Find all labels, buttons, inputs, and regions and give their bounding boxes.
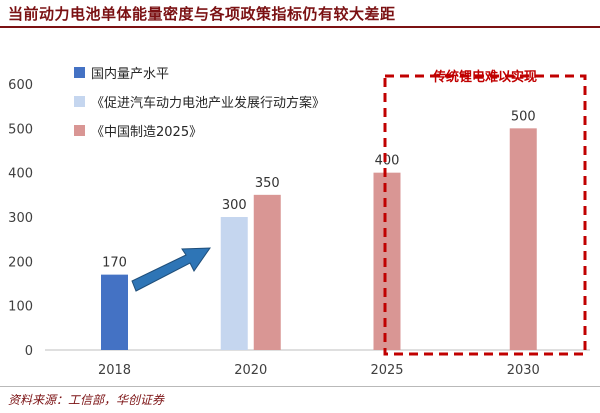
bar-2018-0 <box>101 274 128 350</box>
source-note: 资料来源：工信部，华创证券 <box>8 393 165 407</box>
x-tick-label-2018: 2018 <box>98 363 131 378</box>
y-tick-label: 200 <box>8 255 33 270</box>
legend: 国内量产水平《促进汽车动力电池产业发展行动方案》《中国制造2025》 <box>74 66 325 140</box>
x-tick-label-2025: 2025 <box>370 363 403 378</box>
data-label-2025-2: 400 <box>375 154 400 169</box>
x-tick-label-2030: 2030 <box>507 363 540 378</box>
x-tick-label-2020: 2020 <box>234 363 267 378</box>
highlight-box <box>383 74 587 356</box>
y-tick-label: 600 <box>8 78 33 93</box>
chart-title: 当前动力电池单体能量密度与各项政策指标仍有较大差距 <box>8 5 396 23</box>
bars <box>101 128 537 350</box>
y-axis: 0 100 200 300 400 500 600 <box>8 78 590 359</box>
legend-swatch-1 <box>74 96 85 107</box>
growth-arrow <box>131 247 211 292</box>
legend-label-1: 《促进汽车动力电池产业发展行动方案》 <box>91 95 325 111</box>
legend-swatch-0 <box>74 67 85 78</box>
title-divider <box>0 26 600 28</box>
data-label-2030-2: 500 <box>511 109 536 124</box>
data-label-2020-2: 350 <box>255 176 280 191</box>
x-axis: 2018 2020 2025 2030 <box>98 363 540 378</box>
bar-2020-2 <box>253 194 281 350</box>
data-label-2020-1: 300 <box>222 198 247 213</box>
y-tick-label: 300 <box>8 211 33 226</box>
source-divider <box>0 386 600 387</box>
y-tick-label: 400 <box>8 167 33 182</box>
y-tick-label: 100 <box>8 300 33 315</box>
legend-swatch-2 <box>74 125 85 136</box>
annotation-text: 传统锂电难以实现 <box>432 69 537 85</box>
bar-2020-1 <box>220 217 248 350</box>
data-labels: 170 300 350 400 500 <box>102 109 536 270</box>
bar-2025-2 <box>373 172 401 350</box>
legend-label-0: 国内量产水平 <box>91 66 169 82</box>
y-tick-label: 0 <box>25 344 33 359</box>
y-tick-label: 500 <box>8 122 33 137</box>
legend-label-2: 《中国制造2025》 <box>91 125 202 140</box>
bar-2030-2 <box>509 128 537 350</box>
data-label-2018-0: 170 <box>102 256 127 271</box>
